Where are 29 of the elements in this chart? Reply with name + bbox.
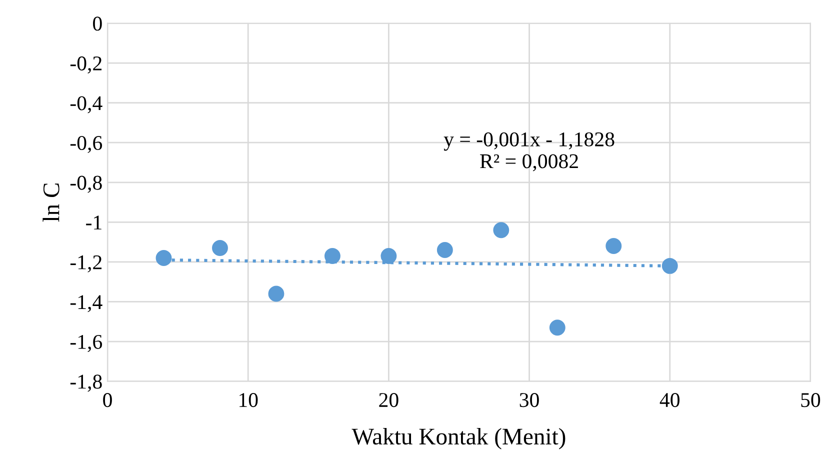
point	[380, 248, 397, 264]
y-tick-label: 0	[93, 16, 102, 31]
point	[606, 238, 622, 254]
y-axis-title: ln C	[42, 184, 60, 222]
y-tick-label: -1,2	[70, 255, 102, 272]
x-tick-label: 40	[660, 393, 680, 408]
y-tick-label: -1,8	[70, 374, 102, 392]
y-tick-label: -0,8	[70, 176, 102, 193]
point	[268, 286, 284, 302]
point	[662, 258, 678, 274]
x-tick-label: 20	[379, 393, 398, 408]
x-tick-label: 50	[801, 393, 820, 408]
x-axis-title: Waktu Kontak (Menit)	[352, 428, 566, 450]
point	[212, 240, 228, 256]
x-tick-label: 30	[520, 393, 539, 408]
x-tick-label: 10	[240, 393, 258, 408]
point	[549, 320, 566, 336]
point	[156, 250, 172, 266]
y-tick-label: -0,4	[70, 96, 102, 114]
point	[324, 248, 340, 264]
annotation: y = -0,001x - 1,1828 R² = 0,0082	[444, 132, 614, 172]
y-tick-label: -1,4	[70, 295, 102, 312]
y-tick-label: -0,2	[70, 56, 102, 74]
y-tick-label: -1	[86, 216, 102, 230]
point	[493, 222, 510, 238]
x-tick-label: 0	[103, 393, 112, 408]
y-tick-label: -0,6	[70, 136, 102, 154]
y-tick-label: -1,6	[70, 334, 102, 352]
point	[436, 242, 453, 258]
